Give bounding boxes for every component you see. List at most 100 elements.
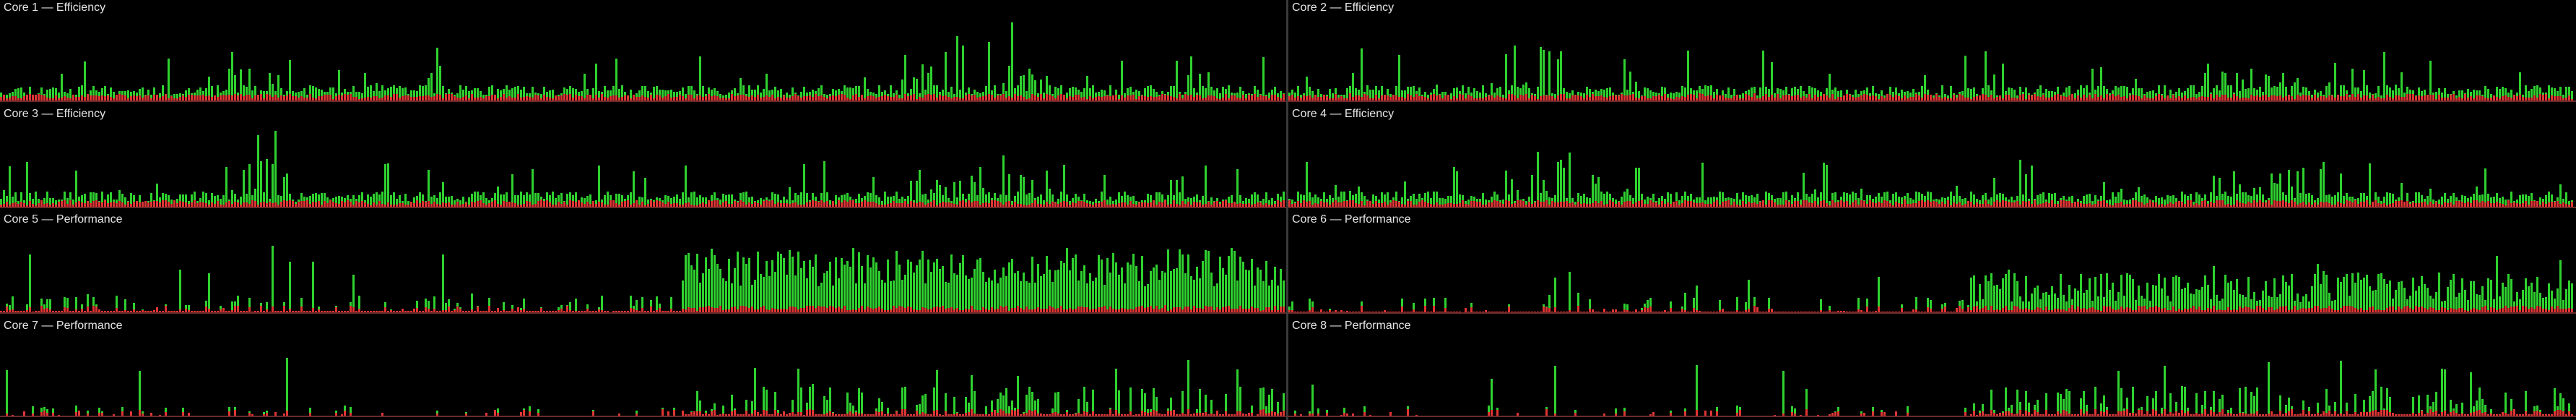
user-load-bar <box>2115 197 2117 203</box>
system-load-bar <box>40 200 43 207</box>
system-load-bar <box>1725 201 1727 207</box>
system-load-bar <box>286 201 288 207</box>
system-load-bar <box>1011 205 1013 207</box>
user-load-bar <box>737 252 739 309</box>
system-load-bar <box>638 205 641 207</box>
system-load-bar <box>2057 94 2059 100</box>
system-load-bar <box>1251 205 1253 207</box>
user-load-bar <box>2421 91 2423 96</box>
system-load-bar <box>376 311 378 312</box>
user-load-bar <box>2461 195 2463 202</box>
user-load-bar <box>1519 88 1522 95</box>
system-load-bar <box>829 205 831 207</box>
user-load-bar <box>1381 192 1383 203</box>
system-load-bar <box>2077 202 2079 207</box>
system-load-bar <box>546 200 548 207</box>
system-load-bar <box>1193 97 1195 100</box>
system-load-bar <box>2025 308 2027 312</box>
system-load-bar <box>0 97 2 100</box>
system-load-bar <box>690 205 693 207</box>
system-load-bar <box>881 96 883 100</box>
system-load-bar <box>578 311 580 312</box>
system-load-bar <box>1335 200 1337 207</box>
system-load-bar <box>0 311 2 312</box>
system-load-bar <box>303 98 305 100</box>
user-load-bar <box>1300 194 1302 203</box>
user-load-bar <box>1866 299 1868 307</box>
user-load-bar <box>514 195 516 203</box>
system-load-bar <box>711 307 713 312</box>
system-load-bar <box>471 202 473 207</box>
system-load-bar <box>309 94 311 100</box>
user-load-bar <box>656 296 658 310</box>
system-load-bar <box>1418 202 1421 207</box>
user-load-bar <box>2143 94 2146 95</box>
user-load-bar <box>211 86 213 97</box>
system-load-bar <box>1283 94 1285 100</box>
user-load-bar <box>2406 193 2408 201</box>
user-load-bar <box>191 93 193 95</box>
system-load-bar <box>465 95 467 100</box>
system-load-bar <box>1439 205 1441 207</box>
system-load-bar <box>2409 204 2411 207</box>
system-load-bar <box>1239 98 1241 100</box>
user-load-bar <box>1693 200 1695 202</box>
system-load-bar <box>973 95 976 100</box>
user-load-bar <box>1670 93 1672 98</box>
system-load-bar <box>292 201 294 207</box>
graph-baseline <box>1288 207 2576 208</box>
system-load-bar <box>69 200 71 207</box>
system-load-bar <box>251 98 253 100</box>
system-load-bar <box>592 98 594 100</box>
user-load-bar <box>1647 88 1649 98</box>
system-load-bar <box>225 311 227 312</box>
system-load-bar <box>1309 201 1311 207</box>
user-load-bar <box>705 197 707 204</box>
system-load-bar <box>2060 200 2062 207</box>
system-load-bar <box>3 311 5 312</box>
user-load-bar <box>754 90 756 97</box>
system-load-bar <box>1774 202 1776 207</box>
user-load-bar <box>2083 88 2085 95</box>
user-load-bar <box>211 193 213 202</box>
user-load-bar <box>1852 95 1854 97</box>
system-load-bar <box>1115 205 1117 207</box>
system-load-bar <box>1222 307 1224 312</box>
system-load-bar <box>433 96 435 100</box>
system-load-bar <box>422 311 424 312</box>
system-load-bar <box>2406 201 2408 207</box>
system-load-bar <box>185 97 187 100</box>
user-load-bar <box>1404 181 1406 205</box>
user-load-bar <box>1014 88 1016 94</box>
user-load-bar <box>1857 198 1860 205</box>
system-load-bar <box>604 311 606 312</box>
system-load-bar <box>2392 98 2394 100</box>
system-load-bar <box>2340 203 2342 207</box>
system-load-bar <box>378 98 381 100</box>
system-load-bar <box>355 97 357 100</box>
user-load-bar <box>1788 200 1790 202</box>
user-load-bar <box>2184 91 2186 95</box>
user-load-bar <box>650 93 652 95</box>
user-load-bar <box>298 200 300 202</box>
system-load-bar <box>1771 309 1773 312</box>
system-load-bar <box>81 95 83 100</box>
system-load-bar <box>881 309 883 312</box>
user-load-bar <box>566 305 568 306</box>
system-load-bar <box>2522 97 2524 100</box>
system-load-bar <box>1560 202 1562 207</box>
system-load-bar <box>1589 97 1591 100</box>
user-load-bar <box>2519 72 2521 95</box>
user-load-bar <box>895 251 898 308</box>
user-load-bar <box>693 270 695 308</box>
system-load-bar <box>774 204 776 207</box>
user-load-bar <box>1829 306 1831 310</box>
user-load-bar <box>2493 197 2495 203</box>
system-load-bar <box>942 202 944 207</box>
user-load-bar <box>664 90 667 96</box>
user-load-bar <box>474 88 476 98</box>
system-load-bar <box>396 205 398 207</box>
system-load-bar <box>1072 97 1074 100</box>
system-load-bar <box>107 203 109 207</box>
system-load-bar <box>240 94 242 100</box>
